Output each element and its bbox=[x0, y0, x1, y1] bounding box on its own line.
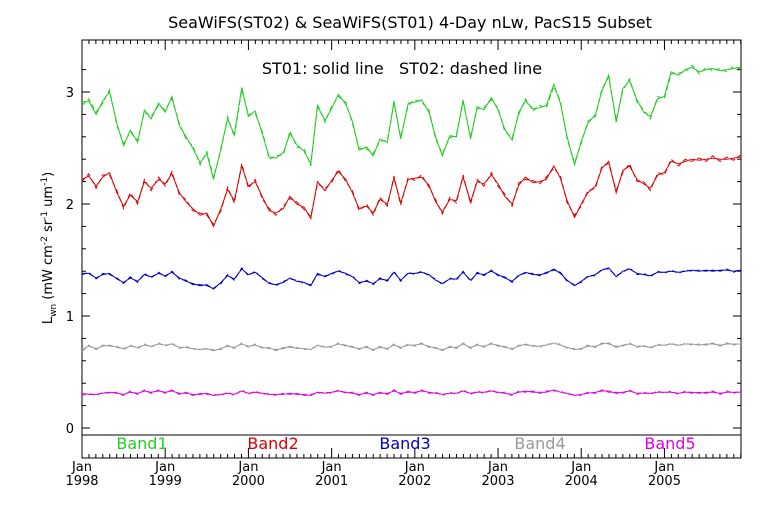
legend-band1: Band1 bbox=[116, 434, 167, 453]
x-tick-month-label: Jan bbox=[321, 460, 342, 475]
series-band3-st01-line bbox=[82, 267, 742, 290]
series-band2-st02-line bbox=[81, 154, 742, 226]
legend-band5: Band5 bbox=[644, 434, 695, 453]
y-tick-label: 1 bbox=[66, 310, 74, 325]
x-tick-year-label: 2004 bbox=[565, 474, 598, 489]
x-tick-month-label: Jan bbox=[570, 460, 591, 475]
y-tick-label: 0 bbox=[66, 422, 74, 437]
x-tick-year-label: 2000 bbox=[232, 474, 265, 489]
series-band4-st01-line bbox=[81, 342, 741, 352]
x-tick-year-label: 2003 bbox=[481, 474, 514, 489]
band-legend: Band1 Band2 Band3 Band4 Band5 bbox=[116, 434, 695, 453]
legend-band3: Band3 bbox=[379, 434, 430, 453]
series-band3-st02-line bbox=[81, 266, 742, 289]
y-tick-label: 3 bbox=[66, 86, 74, 101]
x-tick-month-label: Jan bbox=[154, 460, 175, 475]
y-axis-ticks: 0 1 2 3 bbox=[66, 69, 741, 437]
series-band2-st01-line bbox=[81, 156, 742, 228]
series-lines bbox=[81, 64, 742, 397]
x-tick-month-label: Jan bbox=[237, 460, 258, 475]
x-tick-year-label: 1998 bbox=[65, 474, 98, 489]
y-axis-label-text: Lwn (mW cm-2 sr-1 um-1) bbox=[40, 172, 59, 324]
series-band1-st01-line bbox=[81, 66, 742, 180]
legend-band2: Band2 bbox=[247, 434, 298, 453]
x-tick-year-label: 2001 bbox=[315, 474, 348, 489]
x-axis-ticks: Jan1998Jan1999Jan2000Jan2001Jan2002Jan20… bbox=[65, 40, 742, 489]
x-tick-month-label: Jan bbox=[653, 460, 674, 475]
x-tick-year-label: 1999 bbox=[149, 474, 182, 489]
y-tick-label: 2 bbox=[66, 198, 74, 213]
x-tick-month-label: Jan bbox=[487, 460, 508, 475]
y-axis-label: Lwn (mW cm-2 sr-1 um-1) bbox=[40, 172, 59, 324]
x-tick-year-label: 2005 bbox=[648, 474, 681, 489]
x-tick-month-label: Jan bbox=[404, 460, 425, 475]
series-band5-st01-line bbox=[81, 389, 741, 397]
series-band5-st02-line bbox=[81, 389, 742, 397]
x-tick-month-label: Jan bbox=[71, 460, 92, 475]
line-style-annotation: ST01: solid line ST02: dashed line bbox=[262, 59, 542, 78]
series-band1-st02-line bbox=[81, 64, 742, 180]
legend-band4: Band4 bbox=[514, 434, 565, 453]
chart-title: SeaWiFS(ST02) & SeaWiFS(ST01) 4-Day nLw,… bbox=[168, 13, 652, 32]
x-tick-year-label: 2002 bbox=[398, 474, 431, 489]
